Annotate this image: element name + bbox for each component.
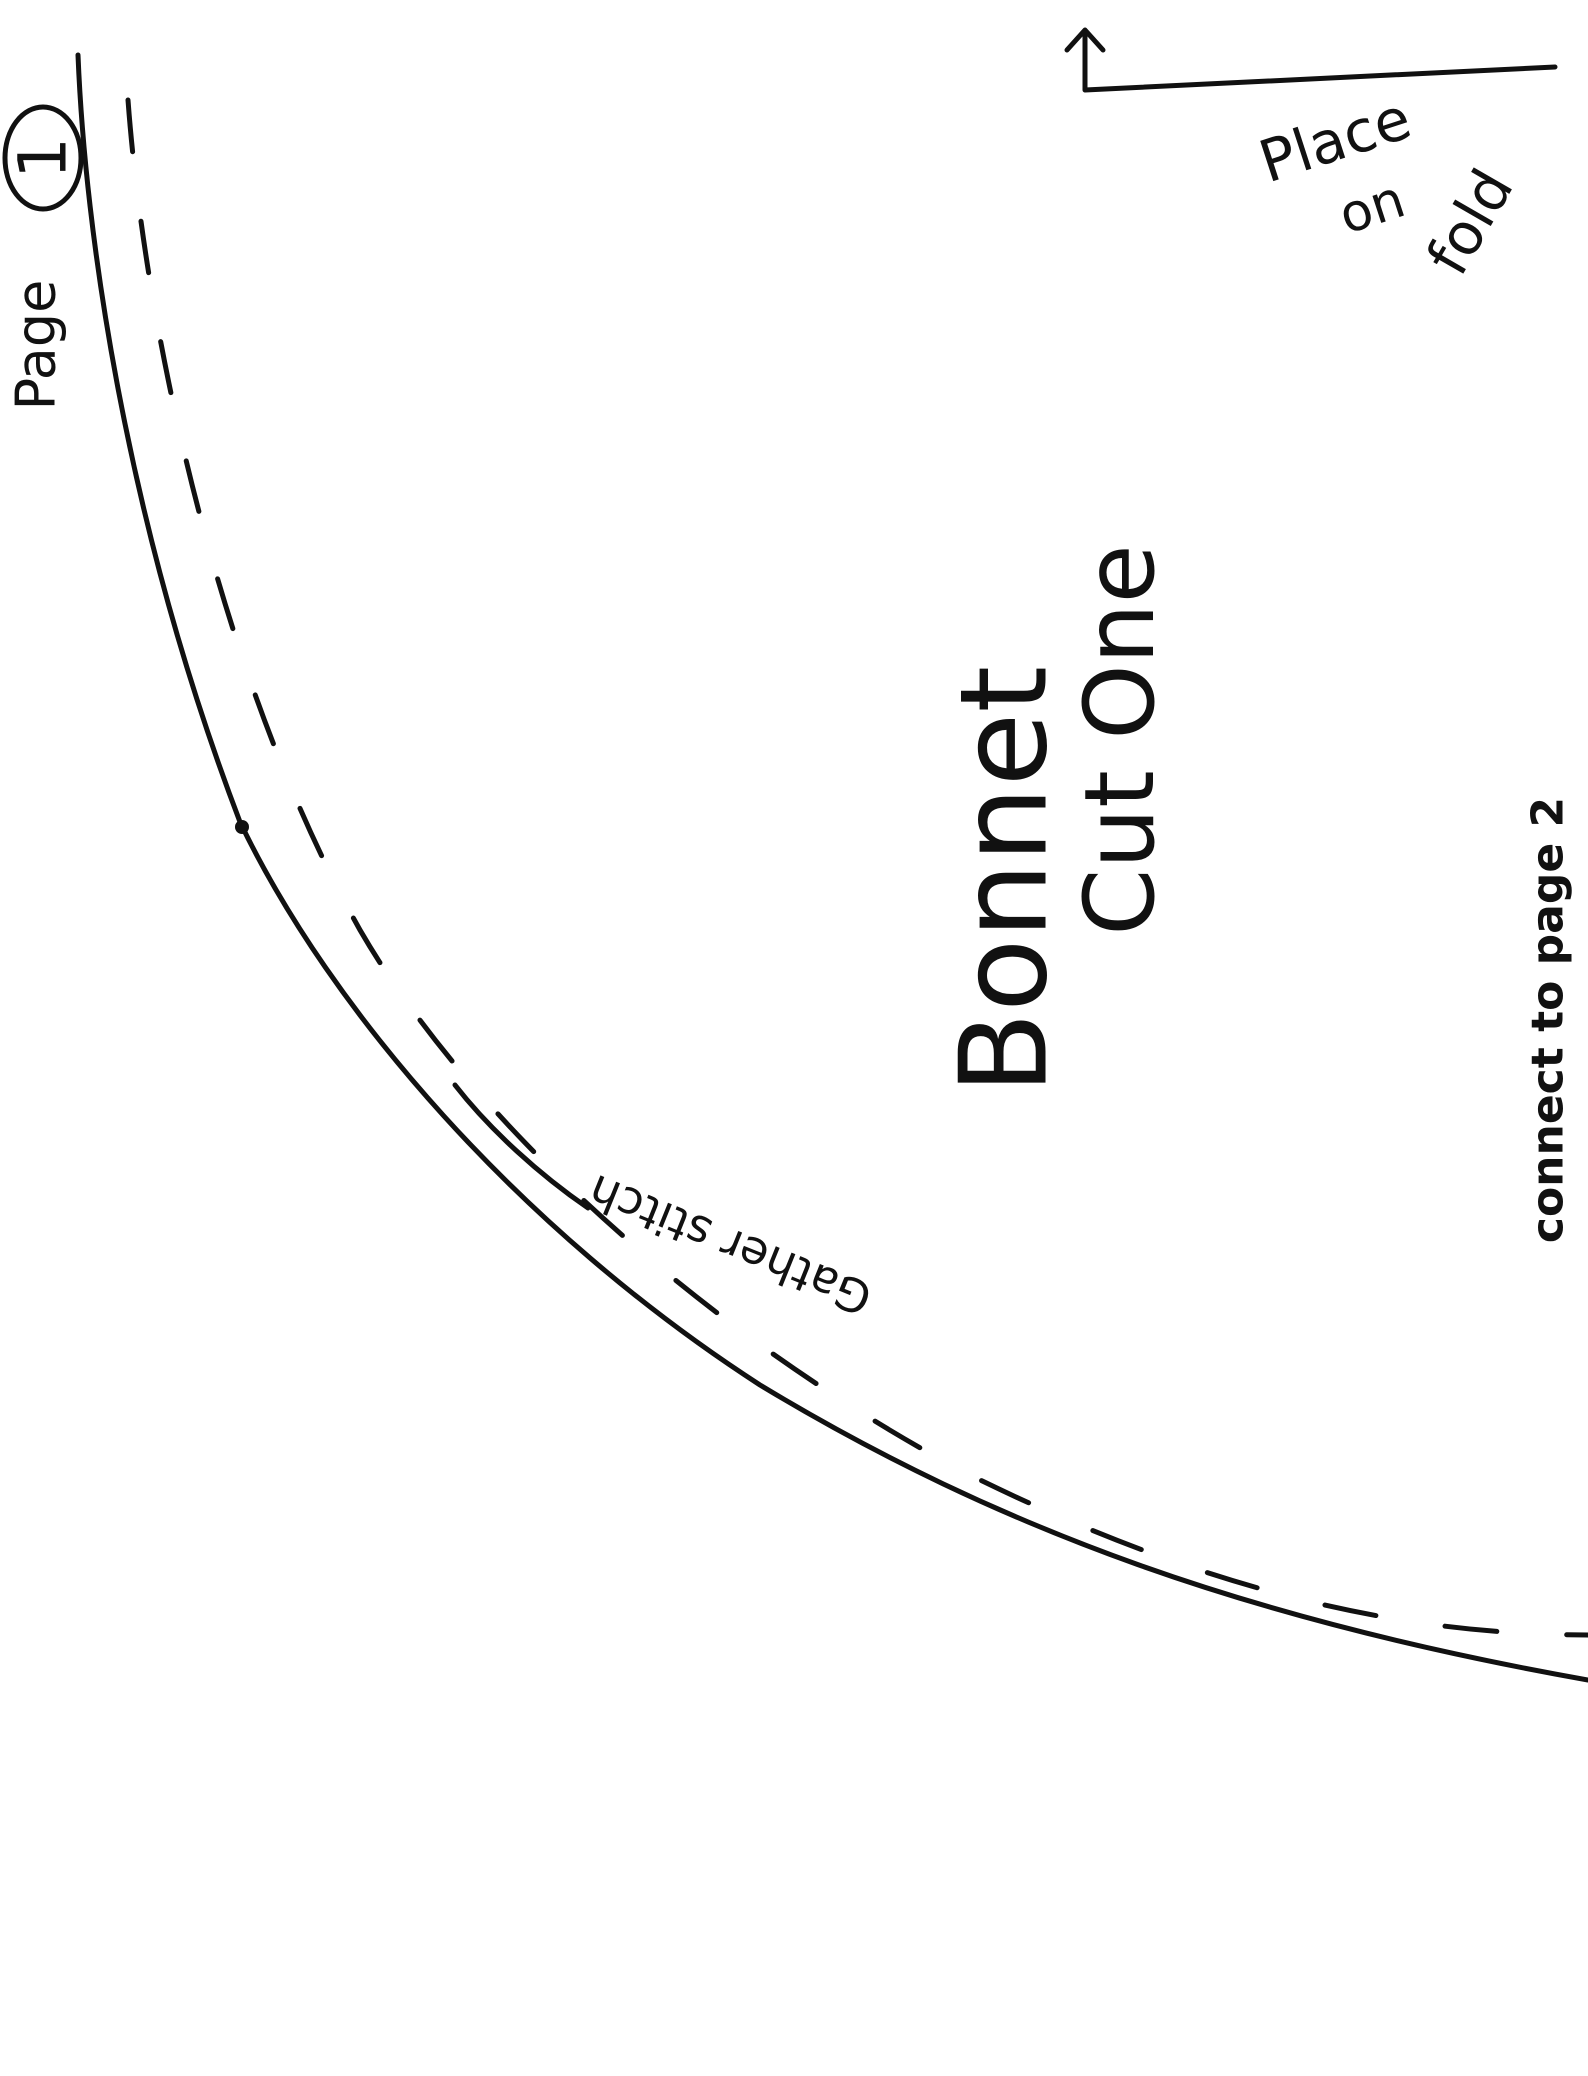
fold-note-line3: fold: [1413, 158, 1526, 286]
fold-note-line2: on: [1332, 169, 1412, 246]
cut-line: [75, 52, 1588, 1683]
seam-line: [125, 97, 1588, 1638]
piece-instruction: Cut One: [1064, 544, 1176, 936]
page-number-circle: [2, 104, 84, 212]
connect-note: connect to page 2: [1523, 797, 1574, 1243]
notch-dot: [235, 820, 249, 834]
fold-arrow-icon: [1064, 27, 1106, 53]
page-label: Page: [5, 280, 68, 411]
gather-stitch-line: [452, 1082, 591, 1211]
page-number: 1: [5, 137, 82, 179]
piece-name: Bonnet: [936, 666, 1075, 1095]
fold-line: [1082, 32, 1558, 93]
gather-stitch-label: Gather stitch: [581, 1164, 879, 1326]
